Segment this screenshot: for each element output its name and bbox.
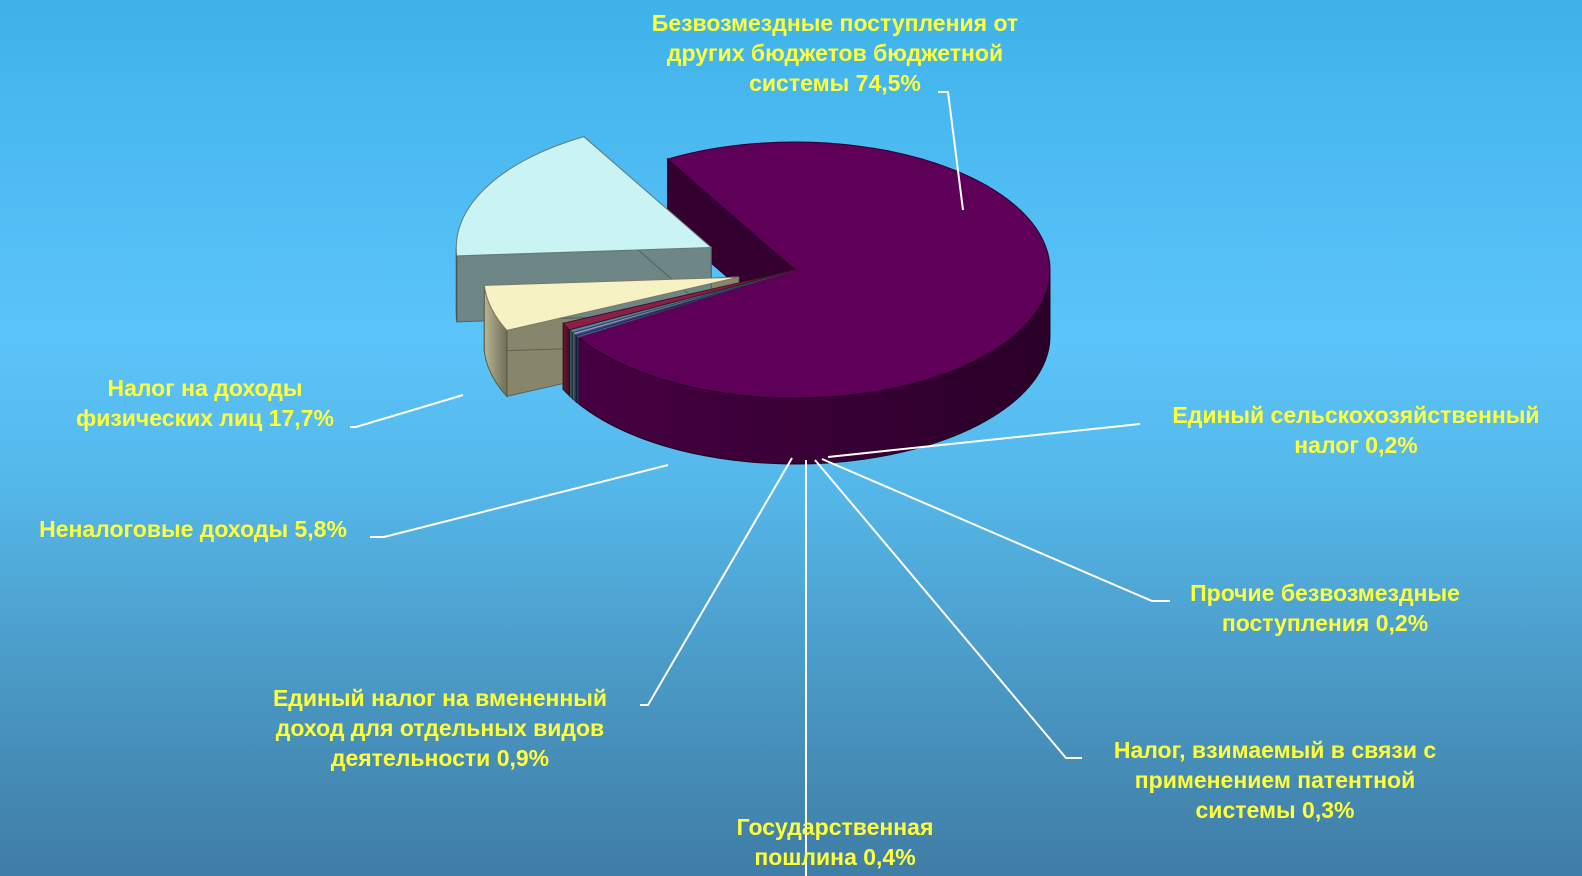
slice-label-5: Единый налог на вмененный доход для отде… [272,685,608,771]
leader-line-1 [827,423,1141,458]
leader-line-5 [640,457,793,706]
leader-line-2 [821,458,1170,602]
pie-top-faces [455,136,1051,399]
slice-label-0: Безвозмездные поступления от других бюдж… [651,10,1019,96]
slice-label-7: Налог на доходы физических лиц 17,7% [76,375,334,431]
slice-outer-wall-7 [455,247,458,322]
pie-slice-5 [562,269,796,331]
leader-lines [350,91,1170,876]
slice-label-6: Неналоговые доходы 5,8% [39,516,347,542]
leader-line-0 [938,91,964,211]
pie-slice-7 [455,136,713,257]
leader-line-7 [350,394,464,428]
slice-label-1: Единый сельскохозяйственный налог 0,2% [1172,402,1540,458]
slice-label-3: Налог, взимаемый в связи с применением п… [1113,737,1437,823]
slice-label-2: Прочие безвозмездные поступления 0,2% [1190,580,1460,636]
pie-slice-6 [483,276,739,331]
pie-slice-0 [577,141,1051,399]
leader-line-3 [814,459,1082,759]
slice-outer-wall-5 [562,321,571,397]
slice-label-4: Государственная пошлина 0,4% [736,814,934,870]
leader-line-6 [370,464,669,538]
